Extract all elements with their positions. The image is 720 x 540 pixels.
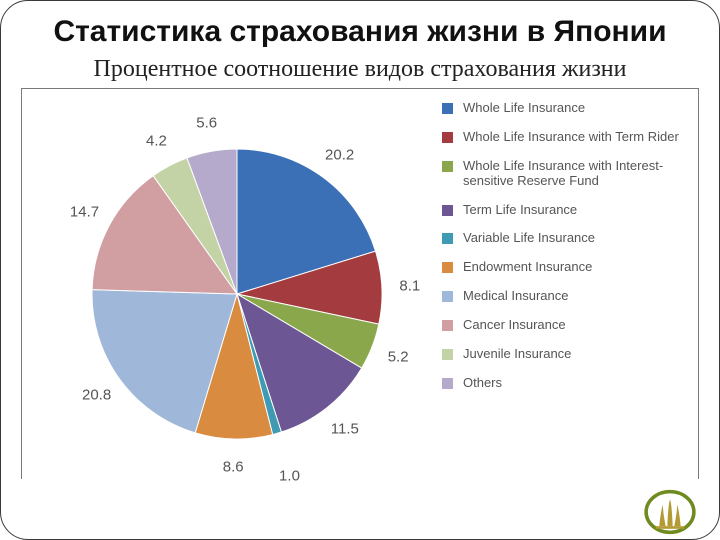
chart-container: 20.28.15.211.51.08.620.814.74.25.6 Whole… — [21, 88, 699, 479]
slice-value-label: 1.0 — [279, 468, 300, 485]
legend-swatch — [442, 205, 453, 216]
legend-item: Whole Life Insurance with Interest-sensi… — [442, 159, 692, 189]
page-title: Статистика страхования жизни в Японии — [21, 15, 699, 49]
legend-swatch — [442, 378, 453, 389]
slice-value-label: 20.8 — [82, 386, 111, 403]
legend-item: Juvenile Insurance — [442, 347, 692, 362]
slice-value-label: 20.2 — [325, 146, 354, 163]
legend-item: Cancer Insurance — [442, 318, 692, 333]
legend-swatch — [442, 233, 453, 244]
legend-item: Whole Life Insurance — [442, 101, 692, 116]
legend: Whole Life Insurance Whole Life Insurance… — [442, 89, 698, 479]
slice-value-label: 4.2 — [146, 132, 167, 149]
page-subtitle: Процентное соотношение видов страхования… — [21, 55, 699, 84]
pie-chart: 20.28.15.211.51.08.620.814.74.25.6 — [22, 89, 442, 479]
legend-swatch — [442, 161, 453, 172]
slice-value-label: 14.7 — [70, 204, 99, 221]
slice-value-label: 11.5 — [331, 421, 359, 438]
legend-label: Whole Life Insurance with Interest-sensi… — [463, 159, 692, 189]
legend-label: Whole Life Insurance with Term Rider — [463, 130, 679, 145]
legend-item: Variable Life Insurance — [442, 231, 692, 246]
legend-label: Whole Life Insurance — [463, 101, 585, 116]
legend-item: Term Life Insurance — [442, 203, 692, 218]
legend-swatch — [442, 320, 453, 331]
legend-item: Others — [442, 376, 692, 391]
legend-label: Endowment Insurance — [463, 260, 592, 275]
legend-swatch — [442, 132, 453, 143]
footer-logo-icon — [643, 489, 697, 535]
legend-label: Juvenile Insurance — [463, 347, 571, 362]
legend-swatch — [442, 103, 453, 114]
legend-item: Medical Insurance — [442, 289, 692, 304]
legend-item: Whole Life Insurance with Term Rider — [442, 130, 692, 145]
legend-swatch — [442, 349, 453, 360]
legend-label: Cancer Insurance — [463, 318, 566, 333]
slice-value-label: 5.6 — [196, 115, 217, 132]
legend-swatch — [442, 291, 453, 302]
legend-label: Medical Insurance — [463, 289, 569, 304]
legend-label: Variable Life Insurance — [463, 231, 595, 246]
legend-label: Others — [463, 376, 502, 391]
slice-value-label: 8.6 — [223, 458, 244, 475]
legend-label: Term Life Insurance — [463, 203, 577, 218]
slice-value-label: 5.2 — [388, 348, 409, 365]
pie-svg — [22, 89, 442, 479]
slide-frame: Статистика страхования жизни в Японии Пр… — [0, 0, 720, 540]
slice-value-label: 8.1 — [399, 277, 420, 294]
legend-swatch — [442, 262, 453, 273]
legend-item: Endowment Insurance — [442, 260, 692, 275]
